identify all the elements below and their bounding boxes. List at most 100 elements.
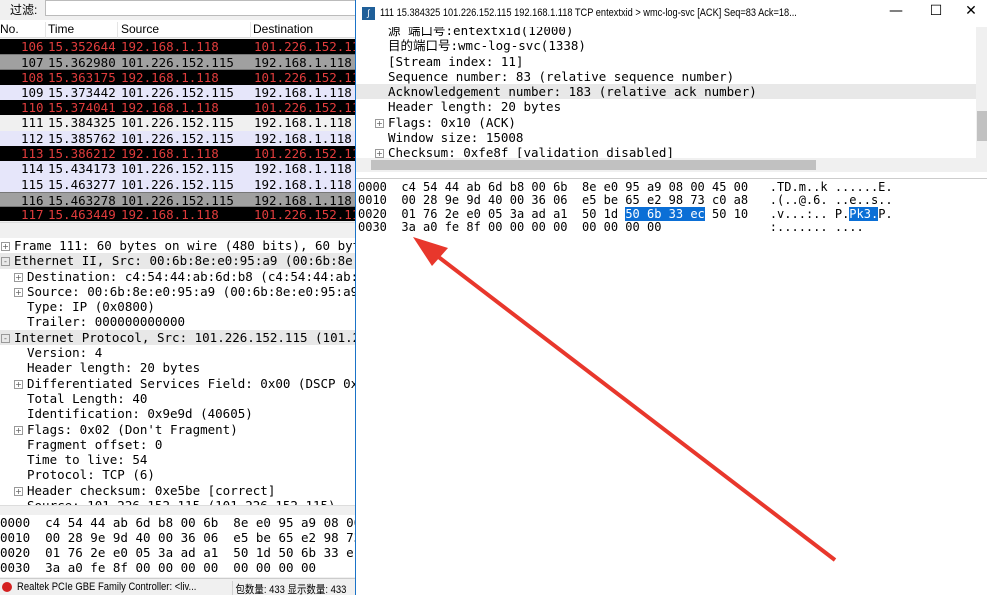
packet-row[interactable]: 109 15.373442 101.226.152.115 192.168.1.118: [0, 84, 356, 101]
tree-item[interactable]: Protocol: TCP (6): [0, 467, 356, 482]
tree-item[interactable]: Sequence number: 83 (relative sequence n…: [356, 69, 976, 84]
packet-row[interactable]: 116 15.463278 101.226.152.115 192.168.1.118: [0, 191, 356, 208]
packet-destination: 192.168.1.118: [254, 161, 352, 177]
filter-bar: 过滤:: [0, 0, 365, 18]
tree-item[interactable]: 源 端口号:entextxid(12000): [356, 27, 976, 38]
expand-icon[interactable]: +: [375, 149, 384, 158]
tree-item[interactable]: Version: 4: [0, 345, 356, 360]
packet-destination: 192.168.1.118: [254, 55, 352, 71]
tree-item[interactable]: - Internet Protocol, Src: 101.226.152.115…: [0, 329, 356, 346]
tree-item[interactable]: Header length: 20 bytes: [0, 360, 356, 375]
packet-row[interactable]: 107 15.362980 101.226.152.115 192.168.1.118: [0, 54, 356, 71]
packet-row[interactable]: 117 15.463449 192.168.1.118 101.226.152.115: [0, 207, 356, 221]
packet-time: 15.434173: [48, 161, 116, 177]
tree-item-label: Trailer: 000000000000: [27, 314, 186, 330]
packet-source: 192.168.1.118: [121, 100, 219, 116]
expand-icon[interactable]: +: [14, 425, 23, 435]
scroll-thumb[interactable]: [977, 111, 987, 141]
tree-item[interactable]: + Header checksum: 0xe5be [correct]: [0, 483, 356, 498]
scroll-thumb[interactable]: [371, 160, 816, 170]
tree-item[interactable]: Source: 101.226.152.115 (101.226.152.115…: [0, 498, 356, 510]
selected-bytes: 50 6b 33 ec: [625, 206, 705, 221]
tree-item[interactable]: Fragment offset: 0: [0, 437, 356, 452]
packet-details: + Frame 111: 60 bytes on wire (480 bits),…: [0, 238, 356, 510]
packet-list-hscrollbar[interactable]: [0, 222, 356, 235]
tree-item[interactable]: + Source: 00:6b:8e:e0:95:a9 (00:6b:8e:e0:…: [0, 284, 356, 299]
collapse-icon[interactable]: -: [1, 333, 10, 343]
main-window: 过滤: No. Time Source Destination 106 15.35…: [0, 0, 365, 595]
expand-icon[interactable]: +: [14, 272, 23, 282]
tree-item-label: Checksum: 0xfe8f [validation disabled]: [388, 145, 674, 158]
packet-source: 192.168.1.118: [121, 69, 219, 85]
expand-icon[interactable]: +: [14, 486, 23, 496]
packet-row[interactable]: 113 15.386212 192.168.1.118 101.226.152.115: [0, 146, 356, 162]
hex-line[interactable]: 0000 c4 54 44 ab 6d b8 00 6b 8e e0 95 a9…: [356, 181, 987, 194]
tree-item[interactable]: + Flags: 0x02 (Don't Fragment): [0, 422, 356, 437]
hex-text: 0020 01 76 2e e0 05 3a ad a1 50 1d: [358, 206, 626, 221]
tree-item-label: Destination: c4:54:44:ab:6d:b8 (c4:54:44…: [27, 268, 356, 284]
expand-icon[interactable]: +: [375, 118, 384, 128]
tree-hscrollbar[interactable]: [356, 158, 987, 172]
tree-item[interactable]: + Frame 111: 60 bytes on wire (480 bits),…: [0, 238, 356, 253]
tree-item[interactable]: + Flags: 0x10 (ACK): [356, 115, 976, 130]
packet-destination: 101.226.152.115: [254, 146, 356, 162]
packet-source: 192.168.1.118: [121, 39, 219, 54]
tree-item[interactable]: - Ethernet II, Src: 00:6b:8e:e0:95:a9 (00…: [0, 253, 356, 269]
packet-row[interactable]: 112 15.385762 101.226.152.115 192.168.1.118: [0, 130, 356, 147]
tree-item[interactable]: + Differentiated Services Field: 0x00 (DS…: [0, 376, 356, 391]
tree-item[interactable]: Identification: 0x9e9d (40605): [0, 406, 356, 421]
packet-row[interactable]: 115 15.463277 101.226.152.115 192.168.1.118: [0, 176, 356, 192]
tree-item-label: Frame 111: 60 bytes on wire (480 bits), …: [14, 238, 356, 253]
tree-item-label: Fragment offset: 0: [27, 436, 163, 452]
packet-time: 15.463277: [48, 176, 116, 192]
tree-item[interactable]: Window size: 15008: [356, 130, 976, 145]
packet-no: 116: [21, 192, 44, 208]
tree-item[interactable]: Total Length: 40: [0, 391, 356, 406]
packet-no: 114: [21, 161, 44, 177]
collapse-icon[interactable]: -: [1, 257, 10, 267]
tree-item-label: 目的端口号:wmc-log-svc(1338): [388, 38, 586, 54]
close-button[interactable]: ✕: [965, 3, 977, 19]
tree-item[interactable]: Header length: 20 bytes: [356, 99, 976, 114]
tree-item[interactable]: Time to live: 54: [0, 452, 356, 467]
tree-item[interactable]: Type: IP (0x0800): [0, 299, 356, 314]
hex-line[interactable]: 0010 00 28 9e 9d 40 00 36 06 e5 be 65 e2…: [356, 194, 987, 207]
tree-vscrollbar[interactable]: [976, 27, 987, 158]
packet-destination: 101.226.152.115: [254, 39, 356, 54]
packet-time: 15.463449: [48, 207, 116, 221]
column-destination[interactable]: Destination: [253, 22, 363, 38]
packet-row[interactable]: 108 15.363175 192.168.1.118 101.226.152.115: [0, 69, 356, 85]
tree-item[interactable]: + Destination: c4:54:44:ab:6d:b8 (c4:54:4…: [0, 269, 356, 284]
tree-item[interactable]: Acknowledgement number: 183 (relative ac…: [356, 84, 976, 100]
tree-item[interactable]: [Stream index: 11]: [356, 54, 976, 69]
expand-icon[interactable]: +: [14, 287, 23, 297]
hex-line[interactable]: 0030 3a a0 fe 8f 00 00 00 00 00 00 00 00…: [356, 220, 987, 234]
packet-row[interactable]: 106 15.352644 192.168.1.118 101.226.152.115: [0, 39, 356, 55]
tree-item[interactable]: + Checksum: 0xfe8f [validation disabled]: [356, 145, 976, 158]
maximize-button[interactable]: ☐: [929, 3, 943, 19]
filter-input[interactable]: [45, 0, 365, 16]
packet-time: 15.386212: [48, 146, 116, 162]
packet-row[interactable]: 110 15.374041 192.168.1.118 101.226.152.115: [0, 100, 356, 116]
packet-source: 101.226.152.115: [121, 55, 234, 71]
minimize-button[interactable]: —: [889, 3, 903, 19]
hex-text: 50 10 .v...:.. P.: [704, 206, 850, 221]
tree-item-label: Source: 101.226.152.115 (101.226.152.115…: [27, 498, 336, 510]
tree-item[interactable]: 目的端口号:wmc-log-svc(1338): [356, 38, 976, 53]
column-no[interactable]: No.: [0, 22, 46, 38]
detail-bytes: 0000 c4 54 44 ab 6d b8 00 6b 8e e0 95 a9…: [356, 178, 987, 258]
capture-status-icon[interactable]: [2, 582, 12, 592]
packet-destination: 192.168.1.118: [254, 176, 352, 192]
hex-line[interactable]: 0020 01 76 2e e0 05 3a ad a1 50 1d 50 6b…: [356, 206, 987, 221]
packet-row[interactable]: 111 15.384325 101.226.152.115 192.168.1.118: [0, 115, 356, 131]
column-source[interactable]: Source: [121, 22, 251, 38]
tree-item-label: Protocol: TCP (6): [27, 467, 155, 483]
tree-item[interactable]: Trailer: 000000000000: [0, 314, 356, 329]
expand-icon[interactable]: +: [1, 242, 10, 251]
details-hscrollbar[interactable]: [0, 505, 356, 513]
tree-item-label: Time to live: 54: [27, 452, 148, 468]
expand-icon[interactable]: +: [14, 379, 23, 389]
packet-row[interactable]: 114 15.434173 101.226.152.115 192.168.1.118: [0, 161, 356, 177]
packet-time: 15.384325: [48, 115, 116, 131]
column-time[interactable]: Time: [48, 22, 118, 38]
